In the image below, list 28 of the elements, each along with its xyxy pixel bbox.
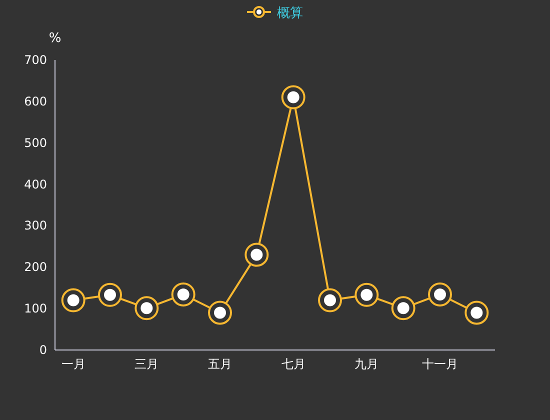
point [61,288,86,312]
point [391,296,416,320]
y-tick-label: 300 [24,218,47,233]
legend-label: 概算 [277,6,303,21]
point [354,282,379,307]
x-tick-label: 七月 [281,357,306,371]
point [318,288,342,312]
x-tick-label: 一月 [61,357,86,371]
y-axis-title: % [48,31,62,46]
point [428,282,452,306]
y-tick-label: 200 [24,260,47,274]
x-tick-label: 三月 [134,357,159,371]
y-tick-label: 600 [24,94,47,108]
point [208,300,232,325]
point [244,242,269,267]
point [171,282,196,306]
x-tick-label: 五月 [208,357,232,371]
y-tick-label: 700 [24,53,47,67]
x-tick-label: 九月 [354,357,379,371]
y-tick-label: 100 [24,302,47,316]
point [98,282,122,307]
point [281,85,306,110]
x-tick-label: 十一月 [422,357,458,371]
y-tick-label: 0 [39,343,47,357]
y-tick-label: 500 [24,136,47,150]
point [134,296,159,320]
point [464,300,489,325]
y-tick-label: 400 [24,177,47,192]
